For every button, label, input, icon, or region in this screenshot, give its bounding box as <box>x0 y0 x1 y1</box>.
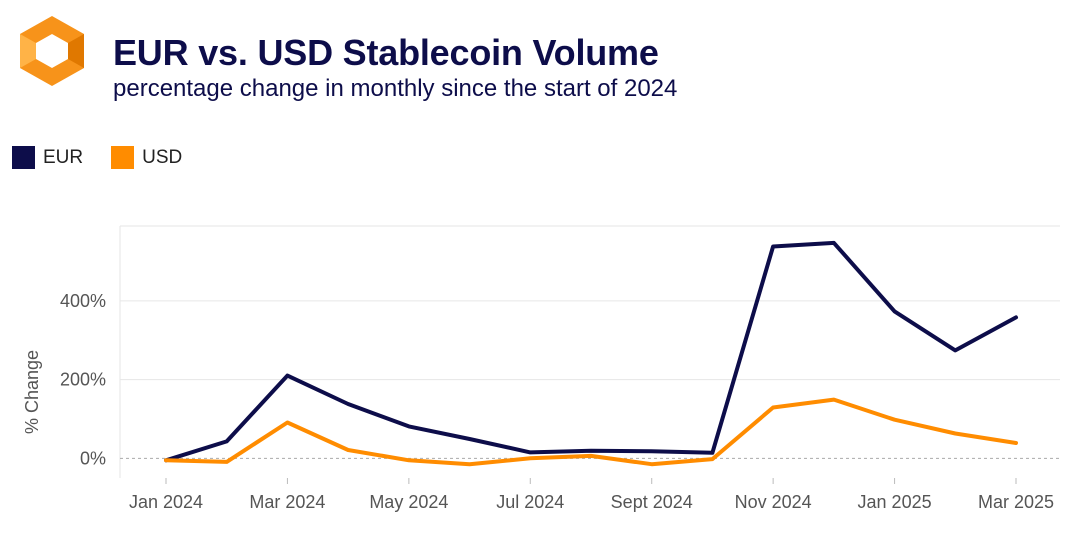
series-line-eur <box>164 240 1018 463</box>
y-tick-label: 0% <box>80 448 106 468</box>
y-tick-label: 200% <box>60 370 106 390</box>
x-tick-label: Jul 2024 <box>496 492 564 512</box>
x-tick-label: Mar 2024 <box>249 492 325 512</box>
x-tick-label: May 2024 <box>369 492 448 512</box>
y-axis-label: % Change <box>22 350 42 434</box>
x-tick-label: Nov 2024 <box>735 492 812 512</box>
legend: EUR USD <box>12 146 210 169</box>
chart-title: EUR vs. USD Stablecoin Volume <box>113 32 659 73</box>
series-line-usd <box>164 397 1018 467</box>
x-tick-label: Jan 2024 <box>129 492 203 512</box>
logo-icon <box>20 16 84 86</box>
legend-swatch-eur <box>12 146 35 169</box>
legend-swatch-usd <box>111 146 135 169</box>
chart-subtitle: percentage change in monthly since the s… <box>113 75 678 102</box>
legend-label-usd: USD <box>142 146 183 168</box>
legend-item-usd: USD <box>111 146 182 169</box>
legend-item-eur: EUR <box>12 146 83 169</box>
x-tick-label: Sept 2024 <box>611 492 693 512</box>
x-tick-label: Mar 2025 <box>978 492 1054 512</box>
x-tick-label: Jan 2025 <box>858 492 932 512</box>
legend-label-eur: EUR <box>43 146 84 168</box>
y-tick-label: 400% <box>60 291 106 311</box>
